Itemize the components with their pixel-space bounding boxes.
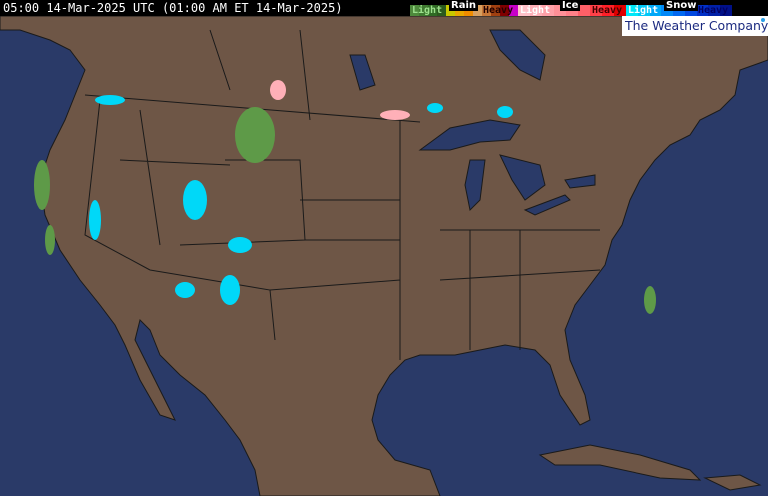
- ice-title: Ice: [560, 0, 581, 11]
- rain-color-swatch: [482, 5, 491, 16]
- snow-color-swatch: [649, 5, 662, 16]
- rain-area: [235, 107, 275, 163]
- weather-company-logo: The Weather Company: [622, 16, 768, 36]
- ice-color-swatch: [602, 5, 614, 16]
- hudson-bay-area-lake: [489, 29, 546, 81]
- snow-color-swatch: [626, 5, 638, 16]
- rain-area: [45, 225, 55, 255]
- rain-color-swatch: [509, 5, 518, 16]
- lake-huron: [499, 154, 546, 201]
- land-north-america: [0, 15, 768, 496]
- lake-superior: [418, 119, 521, 151]
- snow-area: [220, 275, 240, 305]
- snow-light-label: Light: [628, 5, 659, 16]
- rain-color-swatch: [500, 5, 509, 16]
- rain-area: [34, 160, 50, 210]
- lake-erie: [523, 194, 571, 216]
- precip-legend: Light Rain Heavy Light Ice Heavy Light S…: [410, 0, 733, 16]
- ice-light-label: Light: [520, 5, 551, 16]
- ice-color-swatch: [518, 5, 530, 16]
- snow-color-swatch: [696, 5, 709, 16]
- ice-heavy-label: Heavy: [592, 5, 623, 16]
- header-bar: 05:00 14-Mar-2025 UTC (01:00 AM ET 14-Ma…: [0, 0, 768, 16]
- snow-area: [497, 106, 513, 118]
- snow-heavy-label: Heavy: [698, 5, 729, 16]
- rain-color-swatch: [419, 5, 428, 16]
- snow-area: [183, 180, 207, 220]
- snow-area: [95, 95, 125, 105]
- ice-color-swatch: [590, 5, 602, 16]
- rain-title: Rain: [449, 0, 478, 11]
- ice-color-swatch: [578, 5, 590, 16]
- logo-dot: [761, 18, 765, 22]
- snow-area: [175, 282, 195, 298]
- timestamp: 05:00 14-Mar-2025 UTC (01:00 AM ET 14-Ma…: [3, 1, 343, 15]
- rain-color-swatch: [410, 5, 419, 16]
- snow-area: [228, 237, 252, 253]
- ice-color-swatch: [542, 5, 554, 16]
- ice-color-swatch: [530, 5, 542, 16]
- lake-winnipeg: [349, 54, 376, 91]
- snow-color-swatch: [708, 5, 721, 16]
- snow-color-swatch: [720, 5, 733, 16]
- snow-area: [89, 200, 101, 240]
- ice-color-swatch: [614, 5, 626, 16]
- ice-area: [270, 80, 286, 100]
- lake-michigan: [464, 159, 486, 212]
- logo-text: The Weather Company: [625, 18, 768, 33]
- snow-area: [427, 103, 443, 113]
- land-cuba: [538, 444, 702, 481]
- rain-light-label: Light: [412, 5, 443, 16]
- ice-area: [380, 110, 410, 120]
- great-lakes: [349, 29, 596, 216]
- rain-area: [644, 286, 656, 314]
- snow-color-swatch: [637, 5, 650, 16]
- rain-heavy-label: Heavy: [483, 5, 514, 16]
- rain-color-swatch: [428, 5, 437, 16]
- snow-title: Snow: [664, 0, 699, 11]
- rain-color-swatch: [491, 5, 500, 16]
- rain-color-swatch: [437, 5, 446, 16]
- precipitation: [34, 80, 656, 314]
- lake-ontario: [564, 174, 596, 189]
- land-hispaniola: [703, 474, 762, 491]
